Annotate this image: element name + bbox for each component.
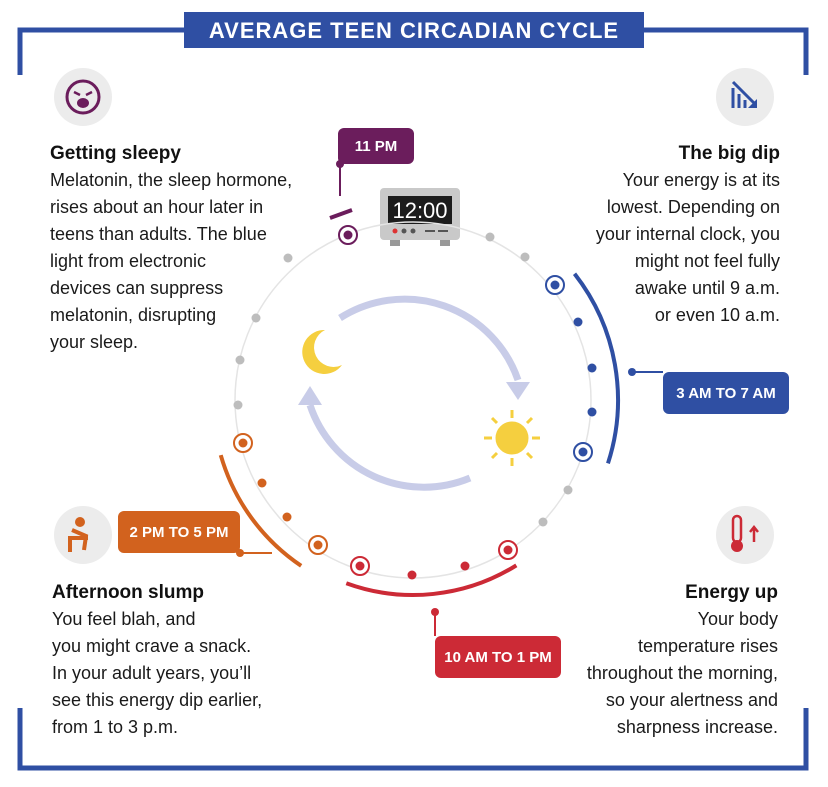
hour-dot [238,438,248,448]
section-text: Your energy is at its [623,170,780,190]
badge [118,511,240,553]
section-text: your internal clock, you [596,224,780,244]
badge-leader-dot [628,368,636,376]
section-heading: The big dip [679,143,780,164]
icons [54,68,774,564]
hour-dot [587,407,597,417]
frame [17,27,809,771]
hour-dot [235,355,245,365]
alarm-clock [380,188,460,246]
section-text: Melatonin, the sleep hormone, [50,170,292,190]
section-text: lowest. Depending on [607,197,780,217]
hour-dot [257,478,267,488]
hour-dot [587,363,597,373]
badge [435,636,561,678]
section-text: awake until 9 a.m. [635,278,780,298]
section-text: or even 10 a.m. [655,305,780,325]
moon-icon [302,329,342,374]
ring-guide [234,221,592,579]
section-text: throughout the morning, [587,663,778,683]
title-box [184,12,644,48]
cycle-arrows [298,295,530,491]
section-text: melatonin, disrupting [50,305,216,325]
range-tick [329,208,353,220]
section-text: so your alertness and [606,690,778,710]
section-text: temperature rises [638,636,778,656]
badge-leader-dot [431,608,439,616]
range-arc [572,272,620,464]
hour-dot [563,485,573,495]
section-text: light from electronic [50,251,206,271]
badge [338,128,414,164]
hour-dot [282,512,292,522]
hour-dot [460,561,470,571]
hour-dot [485,232,495,242]
section-text: devices can suppress [50,278,223,298]
hour-dot [313,540,323,550]
hour-dot [503,545,513,555]
section-heading: Getting sleepy [50,143,181,164]
section-text: see this energy dip earlier, [52,690,262,710]
hour-dot [538,517,548,527]
hour-ring [218,208,620,597]
hour-dot [407,570,417,580]
hour-dot [550,280,560,290]
hour-dot [343,230,353,240]
sun-icon [484,410,540,466]
badge-label: 10 AM TO 1 PM [444,649,552,666]
hour-dot [283,253,293,263]
hour-dot [573,317,583,327]
section-text: rises about an hour later in [50,197,263,217]
hour-dot [520,252,530,262]
hour-dot [355,561,365,571]
section-text: might not feel fully [635,251,780,271]
section-text: teens than adults. The blue [50,224,267,244]
range-arc [345,563,518,597]
section-text: You feel blah, and [52,609,195,629]
section-text: your sleep. [50,332,138,352]
badge-label: 11 PM [355,138,398,155]
section-text: In your adult years, you’ll [52,663,251,683]
badge-label: 2 PM TO 5 PM [130,524,229,541]
section-text: Your body [698,609,778,629]
section-text: you might crave a snack. [52,636,251,656]
badge [663,372,789,414]
section-heading: Energy up [685,582,778,603]
title: AVERAGE TEEN CIRCADIAN CYCLE [209,18,619,43]
range-arc [218,454,303,568]
hour-dot [251,313,261,323]
section-text: from 1 to 3 p.m. [52,717,178,737]
section-text: sharpness increase. [617,717,778,737]
hour-dot [578,447,588,457]
clock-time: 12:00 [392,198,447,223]
badge-label: 3 AM TO 7 AM [676,385,775,402]
section-heading: Afternoon slump [52,582,204,603]
hour-dot [233,400,243,410]
